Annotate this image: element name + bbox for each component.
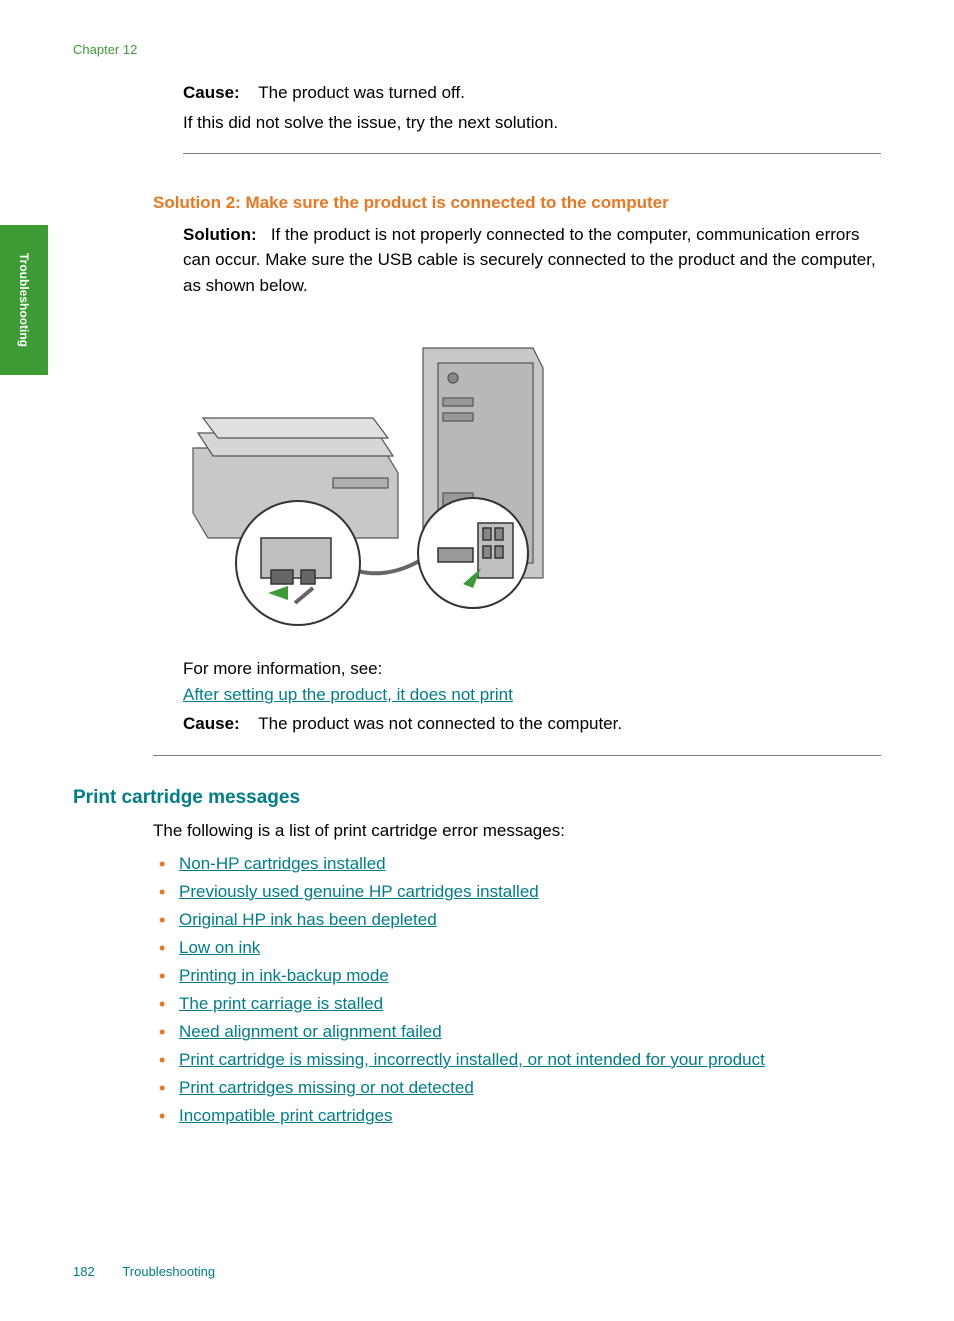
- side-tab-label: Troubleshooting: [15, 253, 33, 347]
- cause-block-1: Cause: The product was turned off. If th…: [183, 80, 881, 154]
- more-info-label: For more information, see:: [183, 656, 881, 682]
- solution-2-heading: Solution 2: Make sure the product is con…: [153, 190, 881, 216]
- divider: [153, 755, 881, 756]
- section-intro: The following is a list of print cartrid…: [153, 818, 881, 844]
- cartridge-message-list: Non-HP cartridges installed Previously u…: [153, 850, 881, 1130]
- cause-followup: If this did not solve the issue, try the…: [183, 110, 881, 136]
- usb-connection-figure: [183, 338, 563, 628]
- link-alignment-failed[interactable]: Need alignment or alignment failed: [179, 1022, 442, 1041]
- footer-section-name: Troubleshooting: [122, 1264, 215, 1279]
- link-incompatible-cartridges[interactable]: Incompatible print cartridges: [179, 1106, 393, 1125]
- solution-2-block: Solution 2: Make sure the product is con…: [153, 190, 881, 737]
- cause-text: The product was turned off.: [258, 83, 465, 102]
- link-carriage-stalled[interactable]: The print carriage is stalled: [179, 994, 383, 1013]
- solution-label: Solution:: [183, 225, 257, 244]
- cause-label: Cause:: [183, 83, 240, 102]
- cause2-label: Cause:: [183, 714, 240, 733]
- link-cartridges-not-detected[interactable]: Print cartridges missing or not detected: [179, 1078, 474, 1097]
- page-footer: 182 Troubleshooting: [73, 1262, 215, 1282]
- page-content: Cause: The product was turned off. If th…: [73, 80, 881, 1130]
- section-heading: Print cartridge messages: [73, 784, 881, 813]
- link-low-on-ink[interactable]: Low on ink: [179, 938, 260, 957]
- solution-text: If the product is not properly connected…: [183, 225, 876, 295]
- link-original-ink-depleted[interactable]: Original HP ink has been depleted: [179, 910, 437, 929]
- cause2-text: The product was not connected to the com…: [258, 714, 622, 733]
- print-cartridge-section: Print cartridge messages The following i…: [73, 784, 881, 1130]
- link-non-hp-cartridges[interactable]: Non-HP cartridges installed: [179, 854, 386, 873]
- link-previously-used-hp[interactable]: Previously used genuine HP cartridges in…: [179, 882, 539, 901]
- side-tab-troubleshooting: Troubleshooting: [0, 225, 48, 375]
- link-after-setup-no-print[interactable]: After setting up the product, it does no…: [183, 685, 513, 704]
- chapter-header: Chapter 12: [73, 40, 137, 60]
- page-number: 182: [73, 1264, 95, 1279]
- link-ink-backup-mode[interactable]: Printing in ink-backup mode: [179, 966, 389, 985]
- link-cartridge-missing-wrong[interactable]: Print cartridge is missing, incorrectly …: [179, 1050, 765, 1069]
